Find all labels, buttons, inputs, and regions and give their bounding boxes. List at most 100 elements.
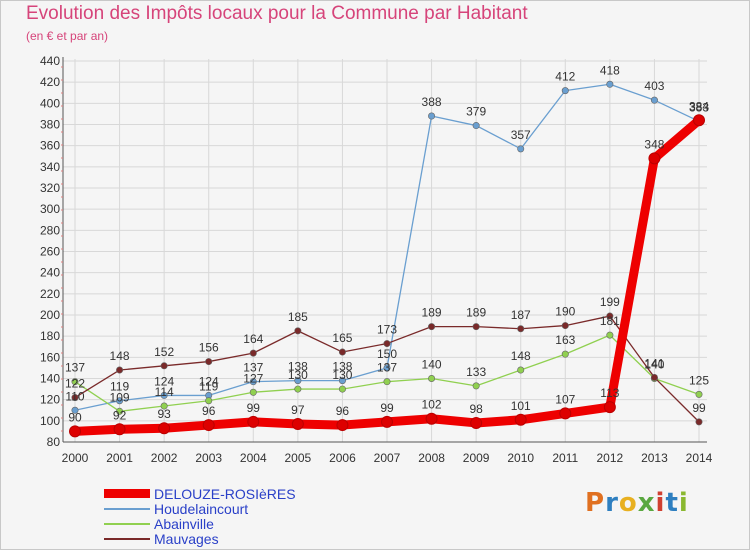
data-label: 93 (157, 407, 171, 421)
data-point (514, 413, 527, 426)
data-point (205, 397, 213, 405)
data-label: 137 (243, 361, 263, 375)
data-label: 99 (380, 401, 394, 415)
y-tick-label: 320 (40, 181, 60, 195)
data-point (71, 394, 79, 402)
data-label: 92 (113, 408, 127, 422)
data-label: 164 (243, 332, 263, 346)
y-tick-label: 380 (40, 118, 60, 132)
y-tick-label: 220 (40, 287, 60, 301)
data-point (428, 374, 436, 382)
data-label: 181 (600, 314, 620, 328)
legend: DELOUZE-ROSIèRES Houdelaincourt Abainvil… (104, 485, 296, 547)
data-point (561, 322, 569, 330)
data-point (338, 348, 346, 356)
data-point (381, 415, 393, 428)
data-label: 110 (65, 389, 84, 403)
x-tick-label: 2006 (329, 451, 356, 465)
data-label: 148 (511, 349, 531, 363)
data-label: 102 (422, 398, 442, 412)
data-point (71, 406, 79, 414)
data-point (160, 362, 168, 370)
data-point (650, 96, 658, 104)
data-point (603, 401, 616, 414)
data-label: 125 (689, 373, 709, 387)
data-label: 140 (422, 358, 442, 372)
legend-item-abainville: Abainville (104, 516, 296, 532)
data-point (69, 425, 81, 438)
data-point (336, 419, 349, 432)
data-label: 150 (377, 347, 397, 361)
data-point (606, 80, 614, 88)
data-label: 137 (65, 361, 85, 375)
y-tick-label: 400 (40, 96, 60, 110)
y-tick-label: 260 (40, 245, 60, 259)
y-tick-label: 200 (40, 308, 60, 322)
y-tick-label: 140 (40, 372, 60, 386)
data-point (116, 407, 124, 415)
data-point (693, 114, 705, 127)
data-label: 187 (511, 308, 531, 322)
data-label: 348 (644, 137, 664, 151)
logo-letter: x (637, 488, 656, 518)
data-label: 130 (288, 368, 308, 382)
data-point (650, 373, 658, 381)
y-tick-label: 440 (40, 54, 60, 68)
data-label: 156 (199, 341, 219, 355)
data-point (517, 145, 525, 153)
data-label: 165 (332, 331, 352, 345)
data-label: 109 (110, 390, 130, 404)
legend-swatch-mauvages (104, 537, 150, 540)
data-point (383, 378, 391, 386)
legend-label-mauvages: Mauvages (154, 530, 219, 547)
data-point (160, 391, 168, 399)
data-point (294, 385, 302, 393)
y-tick-label: 100 (40, 414, 60, 428)
y-tick-label: 240 (40, 266, 60, 280)
data-point (249, 378, 257, 386)
data-point (202, 419, 215, 432)
x-tick-label: 2014 (686, 451, 713, 465)
data-label: 124 (199, 374, 219, 388)
data-label: 163 (555, 333, 575, 347)
x-tick-label: 2010 (507, 451, 534, 465)
data-label: 403 (644, 79, 664, 93)
data-point (472, 323, 480, 331)
data-point (383, 364, 391, 372)
data-point (559, 407, 572, 420)
data-point (338, 385, 346, 393)
data-label: 388 (422, 95, 442, 109)
data-label: 127 (243, 371, 263, 385)
data-point (291, 418, 304, 431)
y-tick-label: 340 (40, 160, 60, 174)
data-label: 90 (68, 410, 82, 424)
data-label: 189 (466, 306, 486, 320)
data-label: 141 (644, 356, 664, 370)
data-label: 383 (689, 100, 709, 114)
legend-label-delouze: DELOUZE-ROSIèRES (154, 485, 296, 502)
data-point (71, 378, 79, 386)
data-label: 107 (555, 392, 575, 406)
data-point (383, 340, 391, 348)
y-tick-label: 360 (40, 139, 60, 153)
data-label: 185 (288, 310, 308, 324)
data-point (247, 415, 260, 428)
data-label: 133 (466, 365, 486, 379)
y-tick-label: 420 (40, 75, 60, 89)
x-tick-label: 2008 (418, 451, 445, 465)
data-point (695, 418, 703, 426)
data-label: 114 (155, 385, 174, 399)
data-label: 119 (199, 380, 218, 394)
y-tick-label: 300 (40, 202, 60, 216)
data-label: 138 (288, 360, 308, 374)
data-point (338, 377, 346, 385)
data-label: 412 (555, 70, 575, 84)
data-point (472, 122, 480, 130)
x-tick-label: 2005 (285, 451, 312, 465)
data-point (160, 402, 168, 410)
proxiti-logo: Proxiti (585, 488, 689, 518)
data-point (249, 388, 257, 396)
data-label: 379 (466, 105, 486, 119)
logo-letter: o (618, 488, 638, 518)
